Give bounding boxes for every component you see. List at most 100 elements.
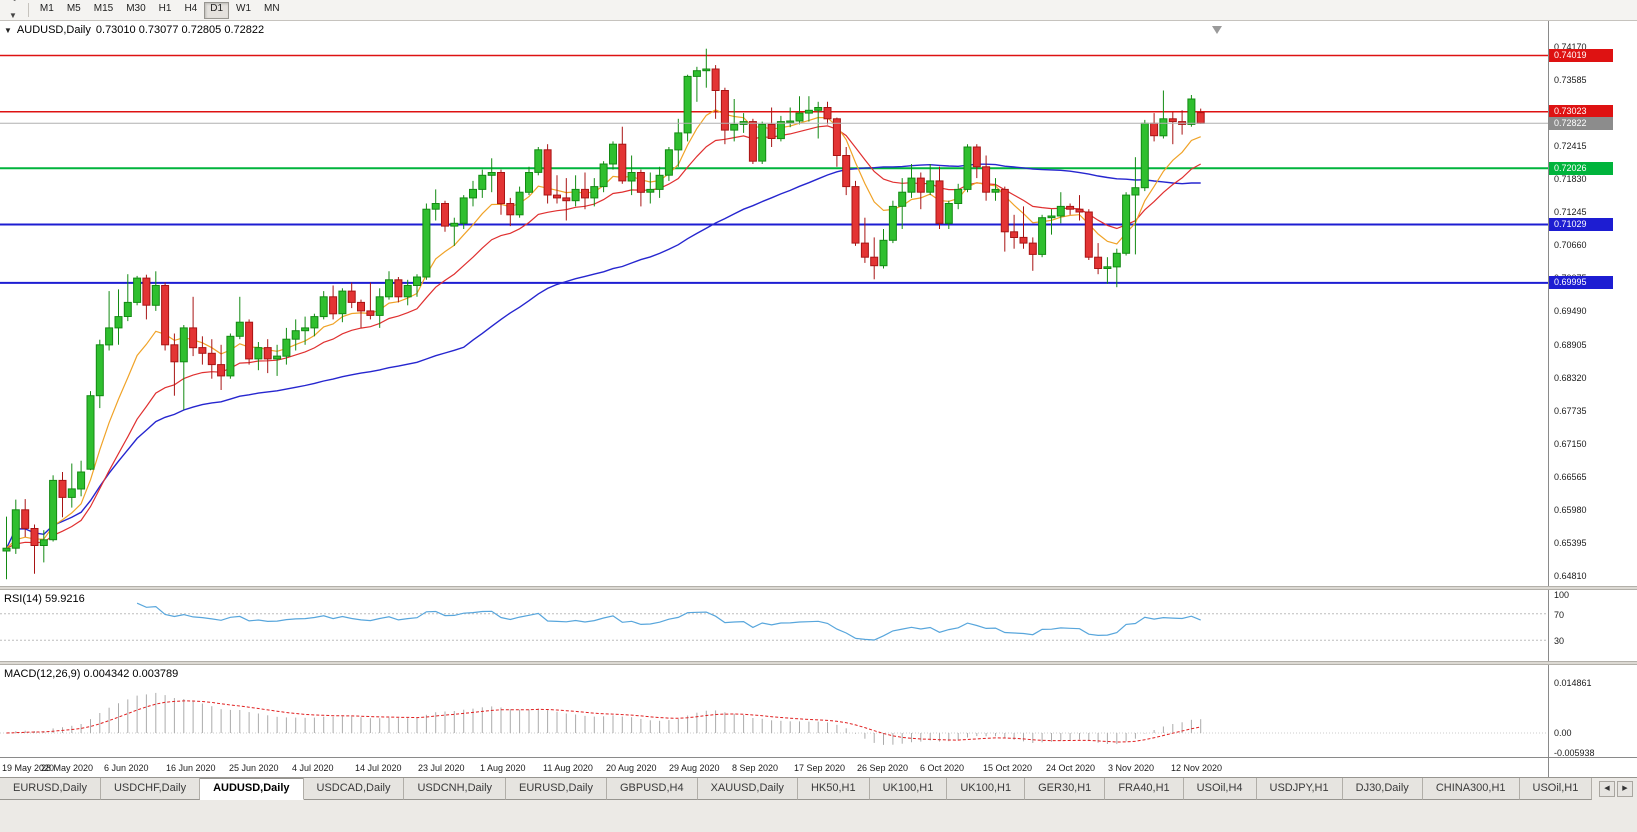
price-level-label[interactable]: 0.72026 xyxy=(1549,162,1613,175)
time-axis-label: 26 Sep 2020 xyxy=(857,763,909,773)
slow-ma-line xyxy=(5,163,1201,549)
price-axis-tick: 0.72415 xyxy=(1554,141,1587,151)
time-axis-label: 8 Sep 2020 xyxy=(732,763,779,773)
tabs-scroll-left-icon[interactable]: ◀ xyxy=(1599,781,1615,797)
chart-tab[interactable]: USDCHF,Daily xyxy=(100,778,201,800)
price-axis-tick: 0.74170 xyxy=(1554,42,1587,52)
panel-splitter[interactable] xyxy=(0,586,1637,590)
chart-shift-marker[interactable] xyxy=(1212,26,1222,34)
toolbar-left-group: ◄▼ xyxy=(3,0,23,27)
timeframe-button-h4[interactable]: H4 xyxy=(184,2,198,14)
timeframe-button-m15[interactable]: M15 xyxy=(93,2,114,14)
timeframe-toolbar: ◄▼ M1 M5 M15 M30 H1 H4 D1 W1 MN xyxy=(0,0,1637,21)
price-axis-tick: 0.71245 xyxy=(1554,207,1587,217)
time-axis-label: 29 Aug 2020 xyxy=(669,763,720,773)
timeframe-button-w1[interactable]: W1 xyxy=(236,2,252,14)
time-axis-label: 16 Jun 2020 xyxy=(166,763,216,773)
axis-corner xyxy=(1548,758,1637,777)
timeframe-button-d1[interactable]: D1 xyxy=(204,1,230,19)
timeframe-button-h1[interactable]: H1 xyxy=(158,2,172,14)
chart-dropdown-icon[interactable]: ▼ xyxy=(9,11,17,20)
rsi-indicator-panel: RSI(14) 59.9216 100 70 30 xyxy=(0,590,1637,661)
chart-tab[interactable]: USOil,H1 xyxy=(1519,778,1593,800)
chart-tab[interactable]: HK50,H1 xyxy=(797,778,870,800)
chart-tab[interactable]: AUDUSD,Daily xyxy=(200,778,304,800)
timeframe-button-m5[interactable]: M5 xyxy=(66,2,81,14)
time-axis-label: 17 Sep 2020 xyxy=(794,763,846,773)
time-axis-label: 3 Nov 2020 xyxy=(1108,763,1155,773)
price-level-label[interactable]: 0.73023 xyxy=(1549,105,1613,118)
macd-indicator-panel: MACD(12,26,9) 0.004342 0.003789 0.014861… xyxy=(0,665,1637,758)
timeframe-button-m1[interactable]: M1 xyxy=(39,2,54,14)
rsi-canvas[interactable] xyxy=(0,590,1548,661)
rsi-axis[interactable]: 100 70 30 xyxy=(1548,590,1637,661)
time-axis-label: 12 Nov 2020 xyxy=(1171,763,1223,773)
rsi-axis-tick: 100 xyxy=(1554,590,1570,600)
time-axis-label: 20 Aug 2020 xyxy=(606,763,657,773)
price-axis-tick: 0.65980 xyxy=(1554,505,1587,515)
price-axis-tick: 0.64810 xyxy=(1554,571,1587,581)
chart-tab[interactable]: DJ30,Daily xyxy=(1342,778,1423,800)
time-axis-label: 23 Jul 2020 xyxy=(418,763,465,773)
rsi-axis-tick: 70 xyxy=(1554,610,1565,620)
chart-tab[interactable]: USDCNH,Daily xyxy=(404,778,507,800)
macd-axis-tick: 0.00 xyxy=(1554,728,1572,738)
time-axis-label: 1 Aug 2020 xyxy=(480,763,526,773)
macd-canvas[interactable] xyxy=(0,665,1548,757)
time-axis-label: 24 Oct 2020 xyxy=(1046,763,1096,773)
chart-tab[interactable]: GER30,H1 xyxy=(1025,778,1106,800)
time-axis-label: 11 Aug 2020 xyxy=(543,763,593,773)
time-axis-label: 6 Oct 2020 xyxy=(920,763,965,773)
chart-tab[interactable]: USOil,H4 xyxy=(1183,778,1257,800)
mid-ma-line xyxy=(6,125,1201,549)
chart-tab[interactable]: EURUSD,Daily xyxy=(0,778,101,800)
chart-back-icon[interactable]: ◄ xyxy=(3,0,23,10)
price-axis-tick: 0.69490 xyxy=(1554,306,1587,316)
time-axis-label: 6 Jun 2020 xyxy=(104,763,149,773)
price-level-label[interactable]: 0.72822 xyxy=(1549,117,1613,130)
rsi-axis-tick: 30 xyxy=(1554,636,1565,646)
price-axis-tick: 0.67150 xyxy=(1554,439,1587,449)
time-axis-label: 25 Jun 2020 xyxy=(229,763,279,773)
time-axis-label: 15 Oct 2020 xyxy=(983,763,1033,773)
chart-tab[interactable]: UK100,H1 xyxy=(869,778,948,800)
timeframe-button-mn[interactable]: MN xyxy=(264,2,280,14)
price-axis-tick: 0.65395 xyxy=(1554,538,1587,548)
chart-tab[interactable]: GBPUSD,H4 xyxy=(607,778,698,800)
price-axis-tick: 0.68320 xyxy=(1554,373,1587,383)
time-axis-label: 14 Jul 2020 xyxy=(355,763,402,773)
chart-tabs: EURUSD,Daily USDCHF,Daily AUDUSD,Daily USDC… xyxy=(0,778,1637,800)
chart-tab[interactable]: FRA40,H1 xyxy=(1105,778,1184,800)
chart-tab-bar: EURUSD,Daily USDCHF,Daily AUDUSD,Daily USDC… xyxy=(0,777,1637,832)
price-level-label[interactable]: 0.71029 xyxy=(1549,218,1613,231)
price-axis-tick: 0.71830 xyxy=(1554,174,1587,184)
price-level-label[interactable]: 0.69995 xyxy=(1549,276,1613,289)
main-chart-panel: ▼ AUDUSD,Daily 0.73010 0.73077 0.72805 0… xyxy=(0,21,1637,586)
time-axis-label: 28 May 2020 xyxy=(41,763,94,773)
timeframe-buttons-group: M1 M5 M15 M30 H1 H4 D1 W1 MN xyxy=(34,1,286,19)
macd-axis[interactable]: 0.014861 0.00 -0.005938 xyxy=(1548,665,1637,758)
panel-splitter[interactable] xyxy=(0,661,1637,665)
time-axis-label: 19 May 2020 xyxy=(2,763,55,773)
tabs-scroll-right-icon[interactable]: ▶ xyxy=(1617,781,1633,797)
chart-tab[interactable]: USDCAD,Daily xyxy=(303,778,405,800)
chart-tab[interactable]: UK100,H1 xyxy=(947,778,1026,800)
chart-workspace: ▼ AUDUSD,Daily 0.73010 0.73077 0.72805 0… xyxy=(0,21,1637,777)
toolbar-separator xyxy=(27,3,29,17)
chart-tab[interactable]: XAUUSD,Daily xyxy=(697,778,798,800)
chart-tab[interactable]: USDJPY,H1 xyxy=(1256,778,1343,800)
macd-signal-line xyxy=(6,700,1201,743)
time-axis[interactable]: 19 May 2020 28 May 2020 6 Jun 2020 16 Jun 2… xyxy=(0,757,1637,777)
rsi-line xyxy=(136,602,1201,641)
price-chart-canvas[interactable] xyxy=(0,21,1548,586)
price-level-label[interactable]: 0.74019 xyxy=(1549,49,1613,62)
chart-tab[interactable]: EURUSD,Daily xyxy=(506,778,607,800)
time-axis-label: 4 Jul 2020 xyxy=(292,763,334,773)
price-axis-tick: 0.68905 xyxy=(1554,340,1587,350)
timeframe-button-m30[interactable]: M30 xyxy=(126,2,146,14)
macd-axis-tick: 0.014861 xyxy=(1554,678,1592,688)
chart-tab[interactable]: CHINA300,H1 xyxy=(1422,778,1520,800)
tab-scroll-buttons: ◀ ▶ xyxy=(1597,781,1635,797)
price-axis[interactable]: 0.741700.735850.730000.724150.718300.712… xyxy=(1548,21,1637,586)
